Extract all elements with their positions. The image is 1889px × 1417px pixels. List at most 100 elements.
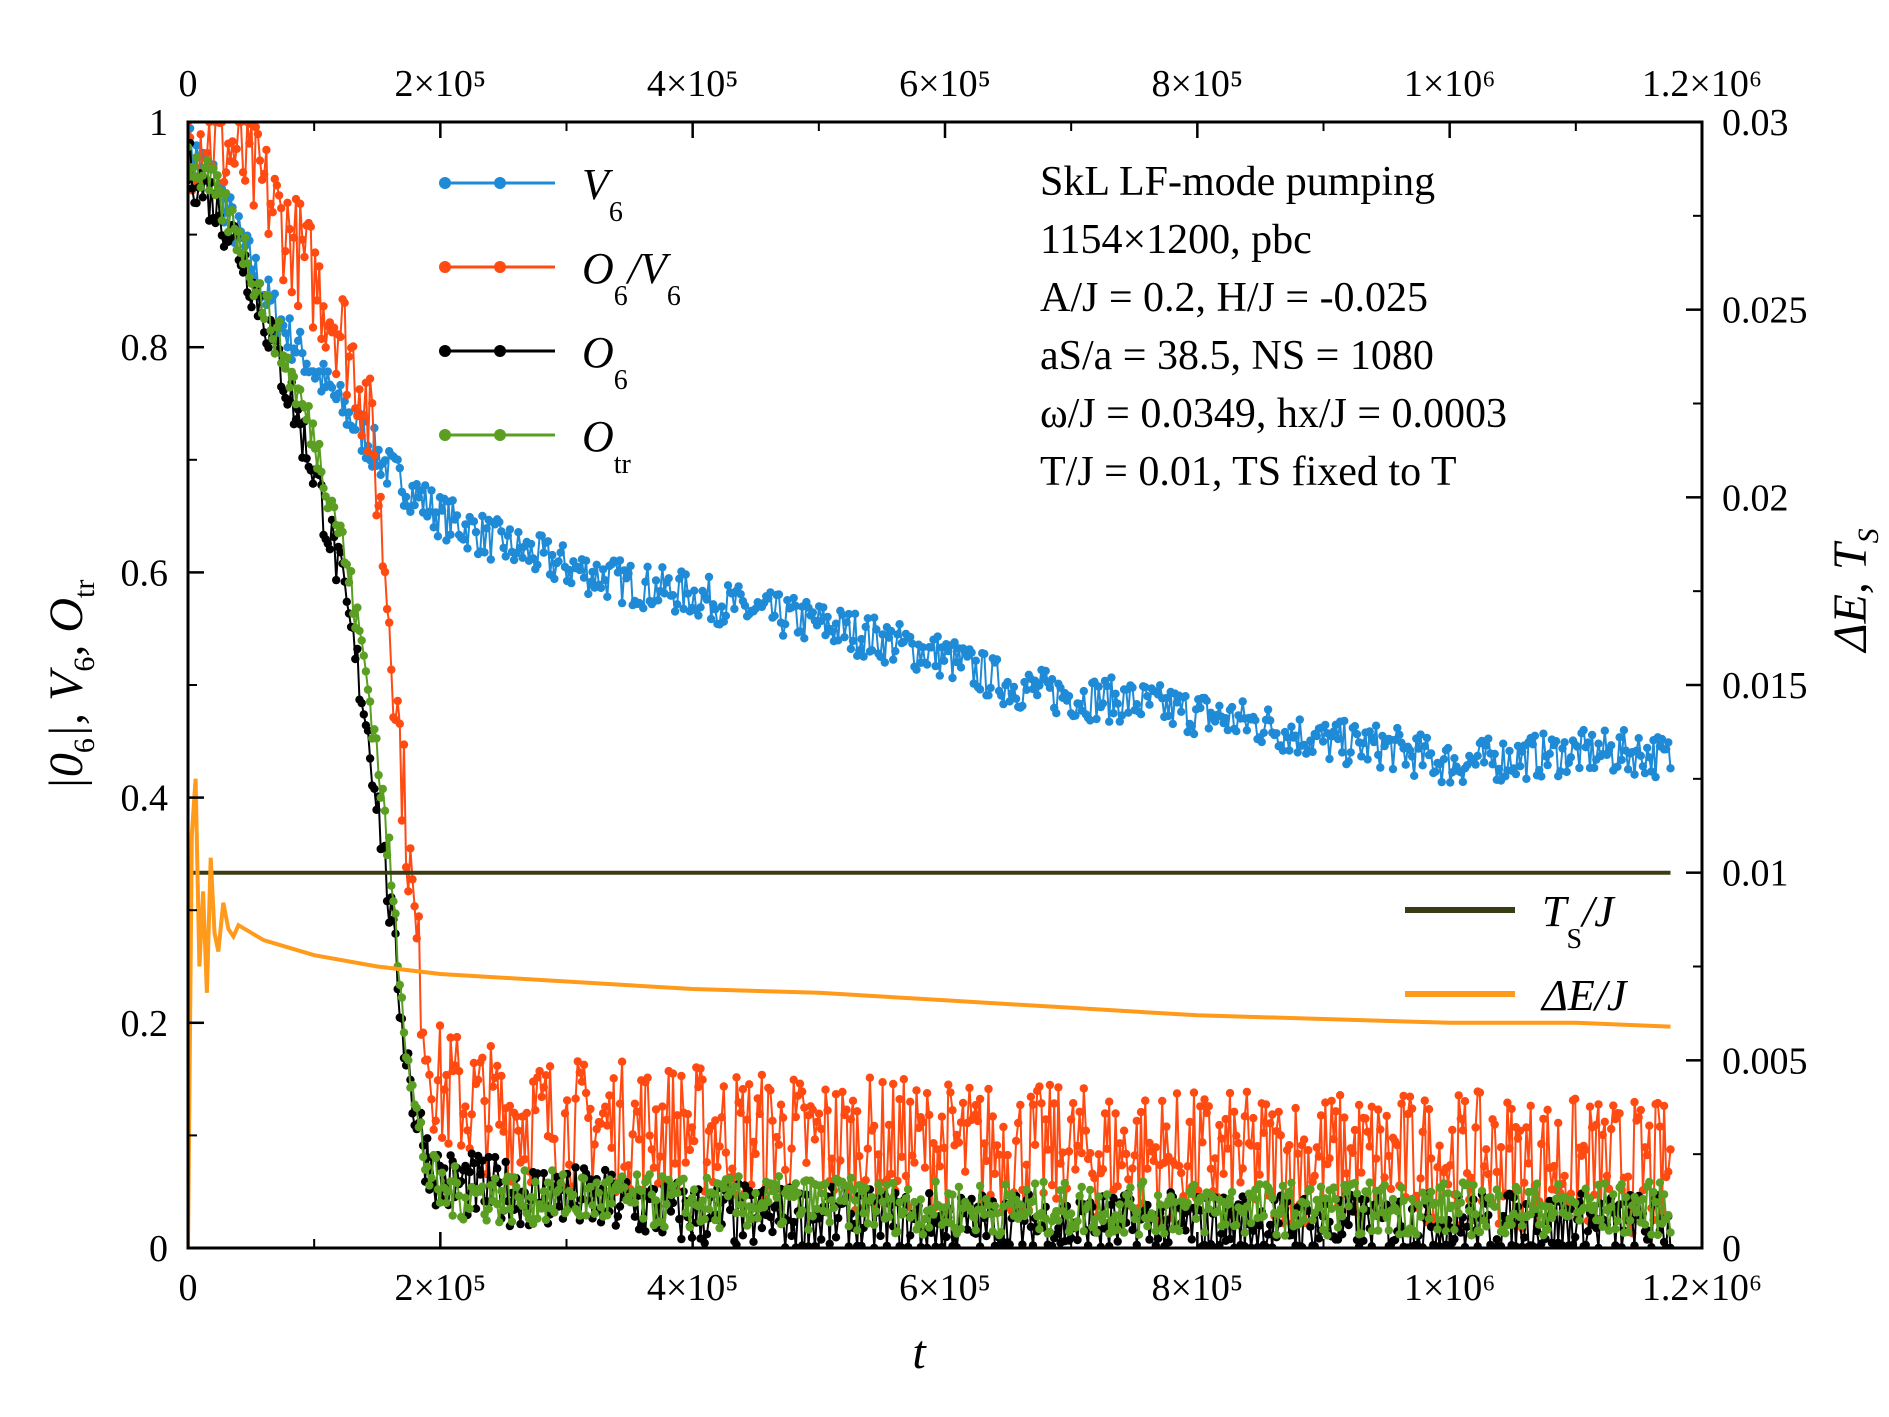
data-point — [738, 1209, 748, 1218]
data-point — [1249, 1113, 1258, 1123]
data-point — [1350, 722, 1360, 731]
data-point — [1111, 689, 1120, 698]
data-point — [717, 1113, 726, 1122]
y-right-tick-label: 0.005 — [1722, 1040, 1808, 1082]
data-point — [914, 1220, 923, 1229]
data-point — [937, 1112, 947, 1121]
data-point — [679, 604, 688, 614]
data-point — [437, 506, 447, 515]
data-point — [711, 1215, 720, 1225]
data-point — [1003, 677, 1012, 687]
data-point — [1619, 726, 1629, 735]
data-point — [840, 1196, 849, 1206]
data-point — [821, 1085, 830, 1094]
data-point — [1659, 1190, 1669, 1199]
data-point — [1513, 1186, 1523, 1195]
data-point — [387, 665, 396, 674]
data-point — [1028, 1197, 1038, 1206]
data-point — [1022, 1185, 1031, 1195]
data-point — [562, 1205, 572, 1215]
data-point — [884, 1212, 894, 1222]
data-point — [1645, 1121, 1654, 1130]
data-point — [1433, 1163, 1442, 1172]
data-point — [992, 655, 1002, 664]
data-point — [1604, 1226, 1614, 1235]
annotation-line: ω/J = 0.0349, hx/J = 0.0003 — [1040, 391, 1507, 437]
data-point — [1327, 1096, 1336, 1106]
data-point — [247, 279, 256, 288]
data-point — [1511, 769, 1521, 779]
data-point — [1136, 1107, 1146, 1117]
data-point — [929, 1139, 938, 1148]
data-point — [238, 168, 248, 177]
data-point — [1350, 1125, 1360, 1135]
data-point — [1554, 1180, 1563, 1189]
data-point — [969, 1213, 978, 1222]
data-point — [1109, 709, 1118, 718]
data-point — [1215, 1241, 1224, 1248]
data-point — [980, 1210, 989, 1220]
data-point — [463, 544, 472, 553]
data-point — [406, 844, 415, 853]
data-point — [1539, 729, 1548, 738]
data-point — [370, 450, 379, 460]
data-point — [791, 1179, 800, 1188]
x-tick-label-top: 1.2×10⁶ — [1642, 63, 1762, 105]
data-point — [1433, 1225, 1442, 1234]
data-point — [342, 560, 351, 569]
data-point — [431, 1116, 440, 1126]
data-point — [681, 570, 690, 579]
data-point — [192, 152, 201, 162]
data-point — [1227, 702, 1237, 712]
data-point — [702, 1173, 712, 1183]
data-point — [745, 1080, 754, 1089]
data-point — [1592, 1120, 1601, 1130]
data-point — [531, 1177, 540, 1187]
data-point — [370, 784, 379, 793]
data-point — [1141, 1096, 1150, 1105]
data-point — [1246, 1218, 1256, 1228]
data-point — [1640, 769, 1650, 778]
data-point — [601, 1102, 610, 1111]
data-point — [1583, 1227, 1593, 1236]
data-point — [281, 364, 290, 373]
data-point — [732, 1208, 741, 1218]
data-point — [1022, 1160, 1031, 1170]
data-point — [899, 1075, 908, 1084]
data-point — [1102, 1144, 1112, 1154]
data-point — [1268, 1193, 1277, 1203]
data-point — [1005, 697, 1014, 706]
data-point — [1369, 1211, 1379, 1220]
data-point — [1119, 1228, 1129, 1237]
data-point — [228, 137, 237, 146]
data-point — [1086, 1185, 1095, 1195]
data-point — [1299, 1135, 1309, 1144]
data-point — [1115, 1200, 1125, 1209]
data-point — [1083, 1200, 1093, 1210]
data-point — [827, 1154, 836, 1163]
data-point — [493, 1061, 502, 1071]
data-point — [1111, 1109, 1120, 1118]
x-tick-label-top: 1×10⁶ — [1404, 63, 1496, 105]
data-point — [404, 1056, 413, 1065]
data-point — [1052, 709, 1061, 718]
data-point — [861, 622, 870, 632]
data-point — [1090, 1215, 1099, 1224]
data-point — [935, 1162, 944, 1171]
data-point — [1490, 749, 1499, 759]
legend-swatch-dot — [439, 261, 451, 273]
data-point — [427, 486, 436, 495]
data-point — [1598, 1222, 1607, 1232]
data-point — [493, 1199, 502, 1209]
data-point — [651, 1105, 661, 1114]
data-point — [766, 588, 775, 597]
data-point — [1365, 1178, 1374, 1187]
data-point — [1501, 1229, 1510, 1238]
data-point — [630, 1099, 640, 1108]
data-point — [1126, 1183, 1135, 1192]
data-point — [645, 1170, 654, 1179]
data-point — [939, 656, 949, 665]
data-point — [1204, 1204, 1214, 1214]
data-point — [1577, 1151, 1586, 1161]
data-point — [351, 425, 360, 434]
